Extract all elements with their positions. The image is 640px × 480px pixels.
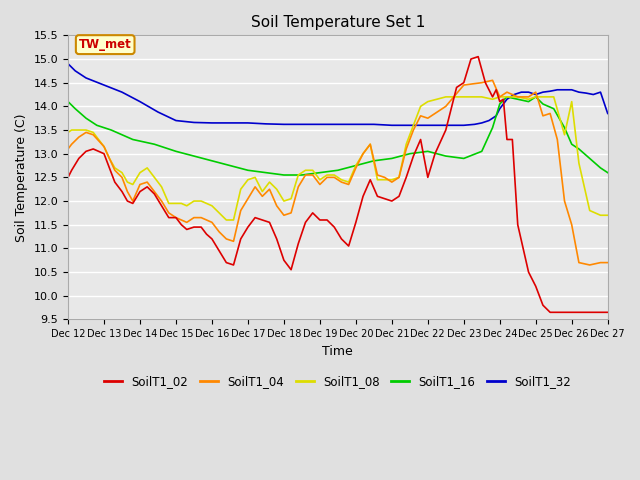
Y-axis label: Soil Temperature (C): Soil Temperature (C) — [15, 113, 28, 241]
Text: TW_met: TW_met — [79, 38, 132, 51]
Legend: SoilT1_02, SoilT1_04, SoilT1_08, SoilT1_16, SoilT1_32: SoilT1_02, SoilT1_04, SoilT1_08, SoilT1_… — [100, 371, 576, 393]
Title: Soil Temperature Set 1: Soil Temperature Set 1 — [251, 15, 425, 30]
X-axis label: Time: Time — [323, 345, 353, 358]
